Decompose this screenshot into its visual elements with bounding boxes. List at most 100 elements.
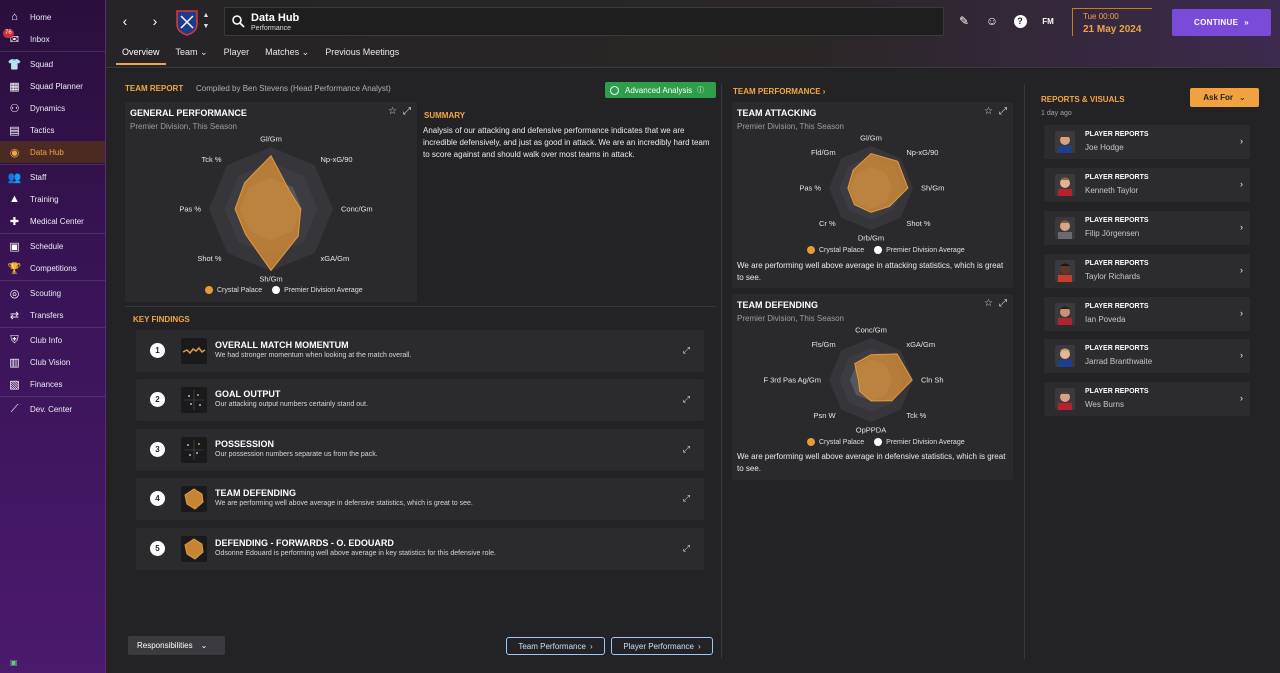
page-title: Data Hub [251,12,300,24]
sidebar-item-competitions[interactable]: 🏆 Competitions [7,262,77,275]
finding-row[interactable]: 3 POSSESSION Our possession numbers sepa… [136,429,704,471]
expand-icon[interactable]: ⤢ [682,444,690,454]
sidebar-item-home[interactable]: ⌂ Home [0,6,105,28]
player-performance-button[interactable]: Player Performance › [611,637,713,655]
report-row[interactable]: PLAYER REPORTS Ian Poveda › [1044,297,1250,331]
forward-arrow-icon[interactable]: › [152,13,158,29]
expand-icon[interactable]: ⤢ [999,106,1007,117]
axis-label: Sh/Gm [921,184,944,193]
card-subtitle: Premier Division, This Season [737,314,845,323]
finding-row[interactable]: 2 GOAL OUTPUT Our attacking output numbe… [136,379,704,421]
report-row[interactable]: PLAYER REPORTS Filip Jörgensen › [1044,211,1250,245]
expand-icon[interactable]: ⤢ [682,543,690,553]
axis-label: OpPPDA [856,426,886,435]
sidebar-item-tactics[interactable]: ▤ Tactics [9,124,55,137]
club-crest-icon[interactable] [176,10,198,36]
sidebar-item-club-vision[interactable]: ▥ Club Vision [9,356,71,369]
sidebar-item-training[interactable]: ▲ Training [9,193,59,205]
axis-label: Tck % [201,155,221,164]
team-performance-button[interactable]: Team Performance › [506,637,605,655]
axis-label: Psn W [814,411,837,420]
info-icon: ⓘ [697,87,705,94]
finding-row[interactable]: 1 OVERALL MATCH MOMENTUM We had stronger… [136,330,704,372]
advanced-analysis-button[interactable]: Advanced Analysis ⓘ [605,82,716,98]
attacking-radar-chart: Gl/Gm Np-xG/90 Sh/Gm Shot % Drb/Gm Cr % Pas % F… [799,134,944,243]
ask-for-button[interactable]: Ask For ⌄ [1190,88,1259,107]
continue-button[interactable]: CONTINUE» [1172,9,1271,36]
report-row[interactable]: PLAYER REPORTS Taylor Richards › [1044,254,1250,288]
report-row[interactable]: PLAYER REPORTS Jarrad Branthwaite › [1044,339,1250,373]
finding-row[interactable]: 4 TEAM DEFENDING We are performing well … [136,478,704,520]
planner-icon: ▦ [9,80,20,93]
axis-label: Sh/Gm [259,275,282,284]
sidebar-item-dev-center[interactable]: ⟋ Dev. Center [0,398,105,420]
chart-legend: Crystal Palace Premier Division Average [807,438,965,446]
tab-overview[interactable]: Overview [116,44,166,65]
card-title: TEAM DEFENDING [737,300,818,310]
card-actions: ☆ ⤢ [388,106,411,117]
chevron-right-icon: › [1240,136,1243,146]
radar-thumbnail [181,486,207,512]
help-icon[interactable]: ? [1012,13,1028,29]
team-defending-card: TEAM DEFENDING Premier Division, This Se… [732,294,1013,480]
divider [0,280,105,281]
tab-matches[interactable]: Matches ⌄ [265,47,310,57]
expand-icon[interactable]: ⤢ [682,345,690,355]
sidebar-item-schedule[interactable]: ▣ Schedule [9,240,64,253]
expand-icon[interactable]: ⤢ [403,106,411,117]
team-performance-link[interactable]: TEAM PERFORMANCE › [733,87,826,96]
report-row[interactable]: PLAYER REPORTS Joe Hodge › [1044,125,1250,159]
finances-icon: ▧ [9,378,20,391]
report-row[interactable]: PLAYER REPORTS Kenneth Taylor › [1044,168,1250,202]
club-switch-toggle[interactable]: ▲ ▼ [202,12,210,30]
sidebar-item-data-hub[interactable]: ◉ Data Hub [0,141,105,163]
sidebar-item-staff[interactable]: 👥 Staff [7,171,47,184]
key-findings-heading: KEY FINDINGS [133,315,190,324]
sidebar-item-dynamics[interactable]: ⚇ Dynamics [9,102,66,115]
finding-row[interactable]: 5 DEFENDING - FORWARDS - O. EDOUARD Odso… [136,528,704,570]
chevron-right-icon: › [589,641,593,651]
card-title: TEAM ATTACKING [737,108,817,118]
axis-label: Gl/Gm [860,134,882,143]
team-report-heading: TEAM REPORT [125,84,184,93]
edit-icon[interactable]: ✎ [958,14,970,28]
expand-icon[interactable]: ⤢ [682,394,690,404]
tab-team[interactable]: Team ⌄ [175,47,208,57]
legend-club-swatch [807,438,815,446]
sidebar-item-club-info[interactable]: ⛨ Club Info [0,329,105,351]
star-icon[interactable]: ☆ [984,298,993,309]
axis-label: Gl/Gm [260,135,282,144]
expand-icon[interactable]: ⤢ [999,298,1007,309]
expand-icon[interactable]: ⤢ [682,493,690,503]
star-icon[interactable]: ☆ [388,106,397,117]
double-chevron-icon: » [1244,18,1249,27]
fm-menu-button[interactable]: FM [1042,16,1054,26]
chevron-right-icon: › [822,87,826,96]
report-row[interactable]: PLAYER REPORTS Wes Burns › [1044,382,1250,416]
home-icon: ⌂ [11,11,18,23]
card-subtitle: Premier Division, This Season [130,122,238,131]
sidebar-item-inbox[interactable]: 76 ✉ Inbox [3,29,50,46]
sidebar-item-scouting[interactable]: ◎ Scouting [9,287,62,300]
sidebar-item-finances[interactable]: ▧ Finances [9,378,63,391]
star-icon[interactable]: ☆ [984,106,993,117]
defending-radar-chart: Conc/Gm xGA/Gm Cln Sh Tck % OpPPDA Psn W F 3rd… [763,326,943,435]
status-icon[interactable]: ▣ [10,658,18,667]
tab-player[interactable]: Player [223,47,250,57]
sidebar-item-squad-planner[interactable]: ▦ Squad Planner [9,80,83,93]
avatar-icon[interactable]: ☺ [985,14,999,28]
responsibilities-button[interactable]: Responsibilities ⌄ [128,636,225,655]
chart-legend: Crystal Palace Premier Division Average [807,246,965,254]
sidebar-item-medical[interactable]: ✚ Medical Center [9,215,84,228]
scatter-thumbnail [181,437,207,463]
club-series [234,154,302,272]
chevron-right-icon: › [1240,179,1243,189]
medical-icon: ✚ [9,215,20,228]
scouting-icon: ◎ [9,287,20,300]
search-box[interactable]: Data Hub Performance [224,7,944,36]
back-arrow-icon[interactable]: ‹ [122,13,128,29]
legend-avg-swatch [272,286,281,294]
sidebar-item-transfers[interactable]: ⇄ Transfers [9,309,64,322]
sidebar-item-squad[interactable]: 👕 Squad [7,58,54,71]
tab-previous-meetings[interactable]: Previous Meetings [325,47,400,57]
